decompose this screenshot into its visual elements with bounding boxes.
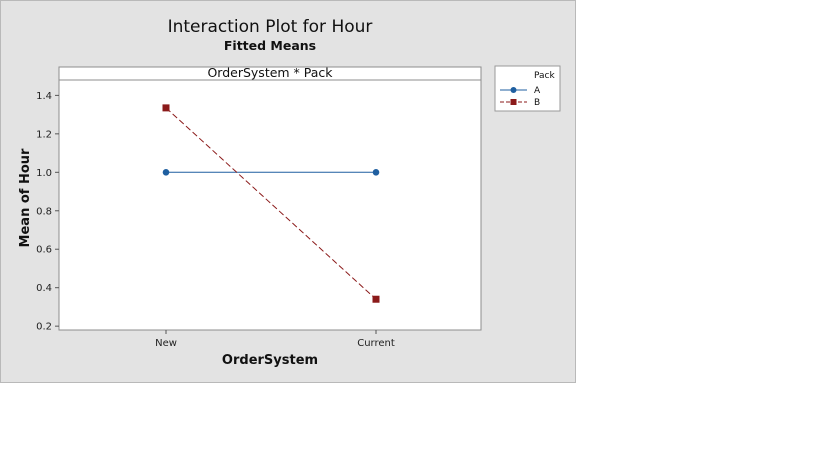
y-tick-label: 0.2 — [36, 322, 52, 333]
chart-subtitle: Fitted Means — [224, 38, 316, 53]
legend-title: Pack — [534, 71, 555, 81]
legend: Pack AB — [494, 65, 561, 112]
x-axis: New Current — [155, 330, 395, 349]
legend-label-a: A — [534, 86, 541, 96]
y-tick-label: 1.0 — [36, 168, 52, 179]
panel-label: OrderSystem * Pack — [207, 65, 333, 80]
y-tick-label: 0.8 — [36, 206, 52, 217]
y-tick-label: 0.6 — [36, 245, 52, 256]
x-tick-label: New — [155, 338, 177, 349]
data-point-a — [372, 169, 380, 176]
y-axis: 0.2 0.4 0.6 0.8 1.0 1.2 1.4 — [36, 91, 59, 333]
data-point-b — [372, 295, 380, 303]
series-layer — [162, 104, 380, 303]
y-tick-label: 0.4 — [36, 283, 52, 294]
plot-area — [58, 66, 482, 331]
y-tick-label: 1.4 — [36, 91, 52, 102]
x-axis-title: OrderSystem — [222, 353, 318, 368]
legend-label-b: B — [534, 98, 540, 108]
panel-header — [58, 66, 482, 81]
legend-marker-b — [510, 99, 517, 105]
chart-title: Interaction Plot for Hour — [168, 17, 373, 37]
data-point-b — [162, 104, 170, 112]
y-axis-title: Mean of Hour — [18, 148, 33, 247]
y-tick-label: 1.2 — [36, 129, 52, 140]
data-point-a — [162, 169, 170, 176]
series-line-b — [165, 107, 377, 300]
legend-box — [494, 65, 561, 112]
x-tick-label: Current — [357, 338, 395, 349]
legend-marker-a — [510, 87, 517, 93]
